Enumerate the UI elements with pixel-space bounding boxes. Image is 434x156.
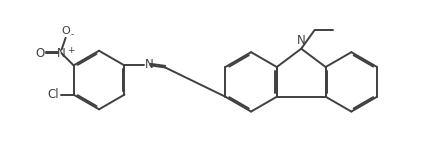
Text: N: N <box>57 47 66 60</box>
Text: O: O <box>35 47 44 60</box>
Text: +: + <box>67 46 75 55</box>
Text: Cl: Cl <box>48 88 59 101</box>
Text: -: - <box>70 30 74 39</box>
Text: N: N <box>145 58 154 71</box>
Text: O: O <box>61 26 70 36</box>
Text: N: N <box>297 34 306 47</box>
